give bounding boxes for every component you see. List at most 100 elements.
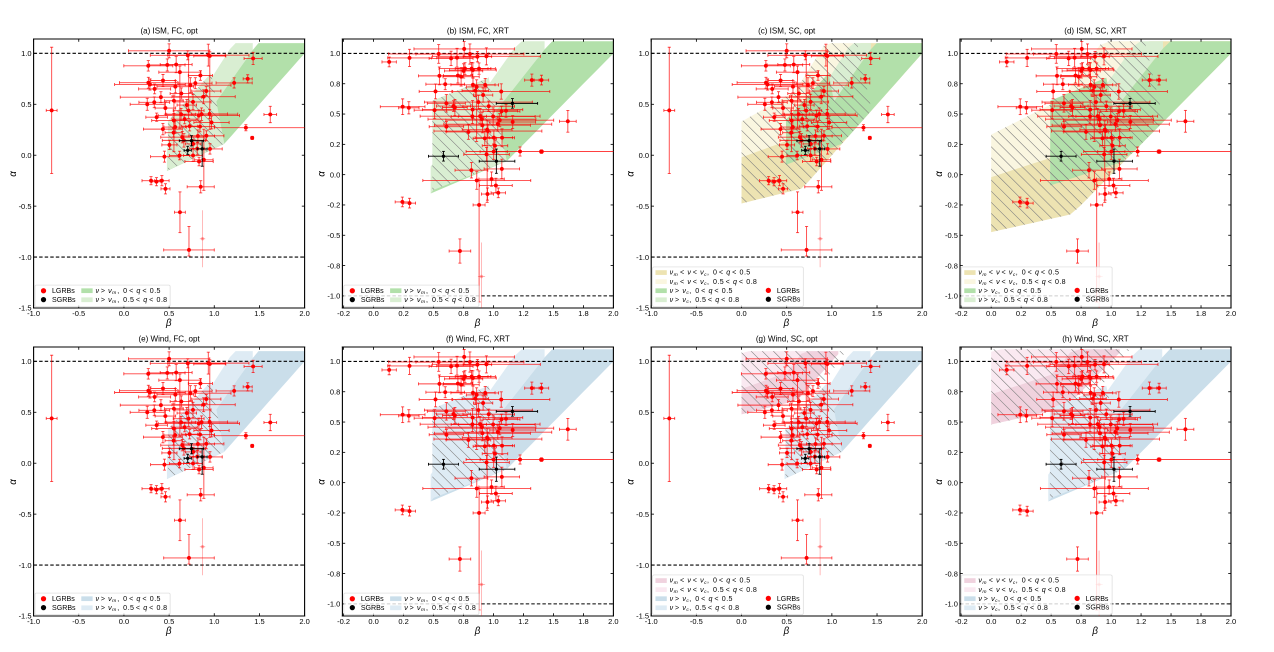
svg-text:-1.0: -1.0 [27, 309, 40, 318]
svg-text:-1.0: -1.0 [19, 561, 32, 570]
svg-text:-0.2: -0.2 [327, 201, 340, 210]
svg-text:0.5: 0.5 [1046, 309, 1056, 318]
svg-text:-0.2: -0.2 [945, 509, 958, 518]
svg-text:2.0: 2.0 [917, 309, 927, 318]
svg-text:β: β [1091, 318, 1098, 329]
svg-text:0.2: 0.2 [947, 140, 957, 149]
svg-text:SGRBs: SGRBs [361, 296, 385, 304]
svg-text:0.0: 0.0 [639, 151, 649, 160]
svg-text:α: α [625, 171, 636, 177]
svg-text:β: β [474, 626, 481, 637]
svg-text:1.0: 1.0 [488, 309, 498, 318]
svg-text:-0.5: -0.5 [636, 202, 649, 211]
svg-text:LGRBs: LGRBs [1086, 595, 1109, 603]
svg-text:0.2: 0.2 [330, 140, 340, 149]
svg-text:1.5: 1.5 [548, 617, 558, 626]
svg-text:β: β [165, 626, 172, 637]
svg-text:1.0: 1.0 [21, 49, 31, 58]
svg-text:1.0: 1.0 [488, 617, 498, 626]
svg-text:-0.5: -0.5 [690, 617, 703, 626]
svg-text:0.8: 0.8 [947, 79, 957, 88]
svg-text:1.0: 1.0 [639, 49, 649, 58]
svg-text:SGRBs: SGRBs [777, 604, 801, 612]
svg-text:α: α [934, 171, 945, 177]
svg-text:ννq>,0<<0.5c: ν ν q>, 0 < <0.5c [670, 287, 733, 296]
svg-text:ννq>,0<<0.5m: ν ν q>, 0 < <0.5m [95, 595, 160, 604]
svg-text:0.5: 0.5 [21, 408, 31, 417]
svg-text:0.0: 0.0 [947, 478, 957, 487]
svg-text:1.8: 1.8 [578, 617, 588, 626]
svg-text:(h) Wind, SC, XRT: (h) Wind, SC, XRT [1062, 334, 1129, 343]
svg-text:1.0: 1.0 [1106, 617, 1116, 626]
svg-text:2.0: 2.0 [608, 617, 618, 626]
svg-text:LGRBs: LGRBs [361, 595, 384, 603]
svg-text:0.0: 0.0 [368, 617, 378, 626]
svg-text:0.2: 0.2 [1016, 309, 1026, 318]
svg-text:1.5: 1.5 [1166, 309, 1176, 318]
svg-text:LGRBs: LGRBs [777, 287, 800, 295]
svg-text:ννq>,0.5<<0.8m: ν ν q>, 0.5 < <0.8m [404, 296, 476, 305]
svg-text:0.5: 0.5 [639, 100, 649, 109]
svg-text:α: α [8, 479, 19, 485]
svg-text:0.0: 0.0 [639, 459, 649, 468]
svg-text:-0.5: -0.5 [327, 231, 340, 240]
svg-text:SGRBs: SGRBs [52, 604, 76, 612]
svg-text:0.5: 0.5 [428, 617, 438, 626]
svg-text:ννq>,0<<0.5c: ν ν q>, 0 < <0.5c [978, 595, 1041, 604]
svg-text:ννq>,0.5<<0.8m: ν ν q>, 0.5 < <0.8m [404, 604, 476, 613]
svg-text:0.5: 0.5 [21, 100, 31, 109]
svg-text:(e) Wind, FC, opt: (e) Wind, FC, opt [138, 334, 200, 343]
svg-text:α: α [934, 479, 945, 485]
svg-text:1.2: 1.2 [518, 309, 528, 318]
svg-text:0.0: 0.0 [330, 170, 340, 179]
svg-text:SGRBs: SGRBs [361, 604, 385, 612]
svg-text:0.2: 0.2 [398, 309, 408, 318]
svg-text:0.0: 0.0 [736, 617, 746, 626]
svg-text:0.5: 0.5 [639, 408, 649, 417]
svg-text:1.0: 1.0 [827, 309, 837, 318]
svg-text:2.0: 2.0 [608, 309, 618, 318]
svg-text:0.0: 0.0 [21, 459, 31, 468]
svg-text:ννq>,0.5<<0.8c: ν ν q>, 0.5 < <0.8c [978, 296, 1048, 305]
svg-text:-0.5: -0.5 [945, 231, 958, 240]
svg-text:0.2: 0.2 [330, 448, 340, 457]
svg-text:ννq>,0<<0.5m: ν ν q>, 0 < <0.5m [404, 287, 469, 296]
svg-text:β: β [783, 318, 790, 329]
svg-text:-1.0: -1.0 [645, 617, 658, 626]
svg-text:LGRBs: LGRBs [1086, 287, 1109, 295]
svg-text:β: β [474, 318, 481, 329]
svg-text:2.0: 2.0 [299, 309, 309, 318]
svg-text:-1.0: -1.0 [645, 309, 658, 318]
svg-text:-1.0: -1.0 [27, 617, 40, 626]
svg-text:2.0: 2.0 [917, 617, 927, 626]
svg-text:0.5: 0.5 [330, 418, 340, 427]
svg-text:-0.5: -0.5 [72, 309, 85, 318]
svg-text:-0.2: -0.2 [337, 617, 350, 626]
svg-text:ννq>,0.5<<0.8c: ν ν q>, 0.5 < <0.8c [670, 296, 740, 305]
svg-text:ννq>,0.5<<0.8c: ν ν q>, 0.5 < <0.8c [978, 604, 1048, 613]
svg-text:LGRBs: LGRBs [52, 595, 75, 603]
svg-text:-1.0: -1.0 [945, 292, 958, 301]
svg-text:-1.0: -1.0 [327, 292, 340, 301]
svg-text:-0.5: -0.5 [945, 539, 958, 548]
svg-text:(d) ISM, SC, XRT: (d) ISM, SC, XRT [1064, 26, 1127, 35]
svg-text:-0.5: -0.5 [19, 202, 32, 211]
svg-text:LGRBs: LGRBs [361, 287, 384, 295]
svg-text:0.2: 0.2 [947, 448, 957, 457]
svg-text:ννq>,0<<0.5c: ν ν q>, 0 < <0.5c [670, 595, 733, 604]
svg-text:-1.0: -1.0 [327, 600, 340, 609]
svg-text:1.0: 1.0 [209, 617, 219, 626]
svg-text:1.2: 1.2 [1136, 309, 1146, 318]
svg-text:α: α [317, 171, 328, 177]
svg-text:0.0: 0.0 [119, 309, 129, 318]
svg-text:(b) ISM, FC, XRT: (b) ISM, FC, XRT [447, 26, 509, 35]
svg-text:SGRBs: SGRBs [52, 296, 76, 304]
svg-text:ννq>,0<<0.5m: ν ν q>, 0 < <0.5m [95, 287, 160, 296]
svg-text:(f) Wind, FC, XRT: (f) Wind, FC, XRT [446, 334, 510, 343]
svg-text:β: β [783, 626, 790, 637]
svg-text:0.0: 0.0 [119, 617, 129, 626]
